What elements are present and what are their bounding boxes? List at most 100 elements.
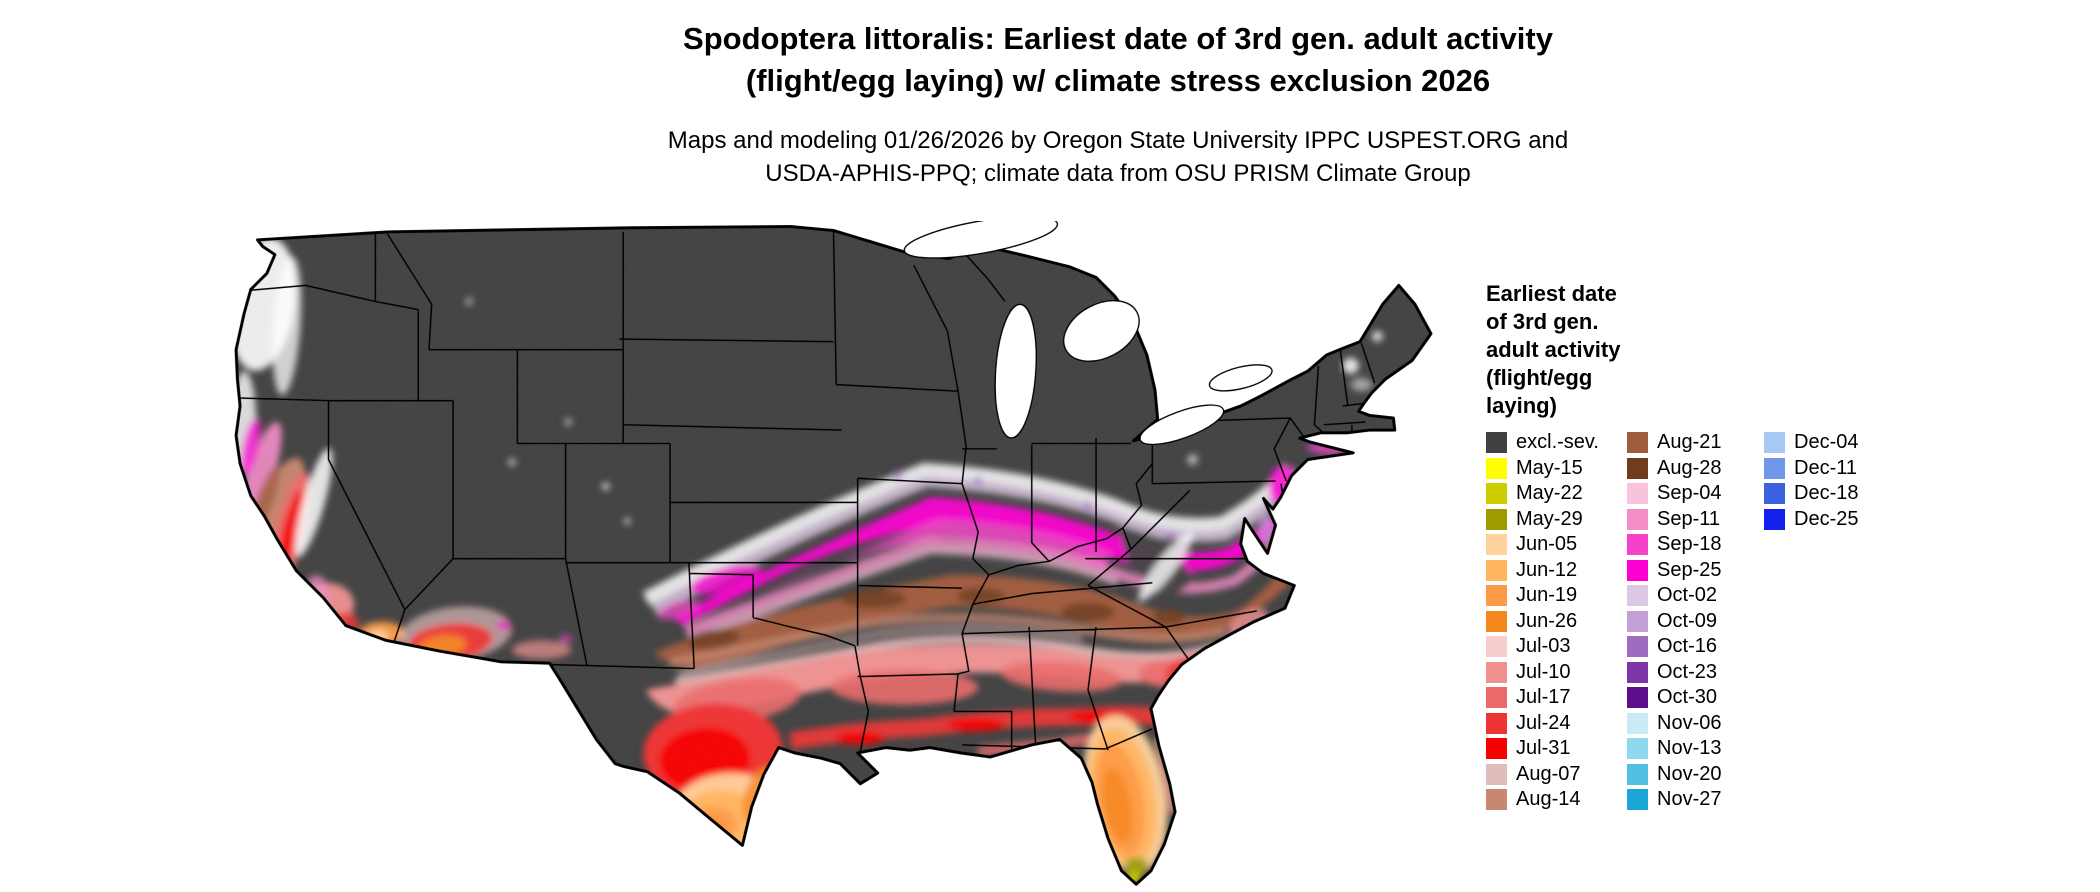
legend-label: May-29 bbox=[1516, 507, 1583, 530]
legend-row: Oct-02 bbox=[1627, 583, 1764, 609]
legend-swatch bbox=[1486, 508, 1507, 530]
legend-swatch bbox=[1486, 738, 1507, 760]
legend-row: Jun-05 bbox=[1486, 532, 1627, 558]
legend-label: excl.-sev. bbox=[1516, 431, 1599, 454]
legend-row: Dec-25 bbox=[1764, 507, 1858, 533]
legend-label: Jul-03 bbox=[1516, 635, 1571, 658]
legend-swatch bbox=[1627, 712, 1648, 734]
legend-row: May-29 bbox=[1486, 507, 1627, 533]
legend-label: Dec-04 bbox=[1794, 431, 1859, 454]
legend-label: Oct-02 bbox=[1657, 584, 1718, 607]
subtitle-line1: Maps and modeling 01/26/2026 by Oregon S… bbox=[667, 127, 1569, 154]
legend-row: Aug-28 bbox=[1627, 456, 1764, 482]
legend-label: May-15 bbox=[1516, 456, 1583, 479]
legend-label: Jul-17 bbox=[1516, 686, 1571, 709]
legend-swatch bbox=[1486, 636, 1507, 658]
lake-superior bbox=[903, 215, 1059, 259]
figure-subtitle: Maps and modeling 01/26/2026 by Oregon S… bbox=[0, 124, 2100, 190]
legend-row: Oct-23 bbox=[1627, 660, 1764, 686]
legend-row: Jun-26 bbox=[1486, 609, 1627, 635]
lake-huron bbox=[1063, 300, 1140, 362]
legend-label: Nov-20 bbox=[1657, 762, 1722, 785]
legend-row: May-22 bbox=[1486, 481, 1627, 507]
legend-column-1: excl.-sev. May-15 May-22 May-29 Jun-05 Jun-12… bbox=[1486, 430, 1627, 813]
legend-swatch bbox=[1627, 738, 1648, 760]
legend-swatch bbox=[1627, 534, 1648, 556]
legend-swatch bbox=[1486, 763, 1507, 785]
legend-swatch bbox=[1627, 636, 1648, 658]
legend-label: Dec-25 bbox=[1794, 507, 1859, 530]
legend-row: Sep-18 bbox=[1627, 532, 1764, 558]
legend-title: Earliest date of 3rd gen. adult activity… bbox=[1486, 280, 2046, 420]
legend-row: Jun-19 bbox=[1486, 583, 1627, 609]
legend-row: Aug-14 bbox=[1486, 787, 1627, 813]
legend-row: Nov-06 bbox=[1627, 711, 1764, 737]
legend-row: Jul-24 bbox=[1486, 711, 1627, 737]
legend-row: Nov-27 bbox=[1627, 787, 1764, 813]
legend-title-line: adult activity bbox=[1486, 337, 1621, 362]
legend-swatch bbox=[1486, 712, 1507, 734]
legend-row: excl.-sev. bbox=[1486, 430, 1627, 456]
legend-swatch bbox=[1486, 432, 1507, 454]
legend-row: Oct-30 bbox=[1627, 685, 1764, 711]
legend-row: Sep-04 bbox=[1627, 481, 1764, 507]
legend-row: Oct-16 bbox=[1627, 634, 1764, 660]
legend-label: Dec-11 bbox=[1794, 456, 1857, 479]
raster-grain-texture bbox=[236, 226, 1431, 885]
legend-swatch bbox=[1486, 687, 1507, 709]
legend-title-line: laying) bbox=[1486, 393, 1557, 418]
legend-label: Sep-04 bbox=[1657, 482, 1722, 505]
legend-title-line: of 3rd gen. bbox=[1486, 309, 1599, 334]
legend-label: Sep-25 bbox=[1657, 558, 1722, 581]
legend-swatch bbox=[1764, 432, 1785, 454]
legend-label: Oct-23 bbox=[1657, 660, 1718, 683]
legend-swatch bbox=[1627, 585, 1648, 607]
legend-label: Jun-26 bbox=[1516, 609, 1578, 632]
legend-label: Jun-19 bbox=[1516, 584, 1578, 607]
subtitle-line2: USDA-APHIS-PPQ; climate data from OSU PR… bbox=[765, 160, 1471, 187]
legend-label: Aug-07 bbox=[1516, 762, 1581, 785]
legend-swatch bbox=[1764, 483, 1785, 505]
legend-row: Dec-04 bbox=[1764, 430, 1858, 456]
legend-label: Nov-06 bbox=[1657, 711, 1722, 734]
legend-label: Jul-10 bbox=[1516, 660, 1571, 683]
legend-columns: excl.-sev. May-15 May-22 May-29 Jun-05 Jun-12… bbox=[1486, 430, 2046, 813]
legend-label: Jul-31 bbox=[1516, 737, 1571, 760]
legend-label: Aug-28 bbox=[1657, 456, 1722, 479]
great-lakes bbox=[903, 215, 1273, 446]
legend-swatch bbox=[1486, 610, 1507, 632]
legend-swatch bbox=[1486, 585, 1507, 607]
legend-row: Jul-10 bbox=[1486, 660, 1627, 686]
legend-label: May-22 bbox=[1516, 482, 1583, 505]
legend-label: Oct-30 bbox=[1657, 686, 1718, 709]
figure-header: Spodoptera littoralis: Earliest date of … bbox=[0, 18, 2100, 190]
lake-michigan bbox=[994, 303, 1037, 439]
legend-swatch bbox=[1486, 483, 1507, 505]
legend-row: Aug-21 bbox=[1627, 430, 1764, 456]
legend-label: Sep-11 bbox=[1657, 507, 1721, 530]
legend-row: Nov-20 bbox=[1627, 762, 1764, 788]
legend-label: Jun-05 bbox=[1516, 533, 1578, 556]
legend-label: Jul-24 bbox=[1516, 711, 1571, 734]
legend-label: Oct-09 bbox=[1657, 609, 1718, 632]
legend-label: Nov-27 bbox=[1657, 788, 1722, 811]
lake-ontario bbox=[1208, 364, 1273, 392]
legend-label: Jun-12 bbox=[1516, 558, 1578, 581]
legend-swatch bbox=[1627, 763, 1648, 785]
legend-swatch bbox=[1486, 789, 1507, 811]
legend-row: Jul-03 bbox=[1486, 634, 1627, 660]
legend-label: Dec-18 bbox=[1794, 482, 1859, 505]
legend-title-line: (flight/egg bbox=[1486, 365, 1593, 390]
legend-row: Nov-13 bbox=[1627, 736, 1764, 762]
legend-label: Aug-14 bbox=[1516, 788, 1581, 811]
map-raster-area bbox=[236, 226, 1431, 885]
legend-row: Jul-31 bbox=[1486, 736, 1627, 762]
legend-row: Sep-11 bbox=[1627, 507, 1764, 533]
legend-row: May-15 bbox=[1486, 456, 1627, 482]
legend-row: Oct-09 bbox=[1627, 609, 1764, 635]
page-title-line1: Spodoptera littoralis: Earliest date of … bbox=[683, 21, 1553, 56]
legend-swatch bbox=[1764, 457, 1785, 479]
legend-swatch bbox=[1627, 687, 1648, 709]
legend-label: Sep-18 bbox=[1657, 533, 1722, 556]
legend-label: Oct-16 bbox=[1657, 635, 1718, 658]
